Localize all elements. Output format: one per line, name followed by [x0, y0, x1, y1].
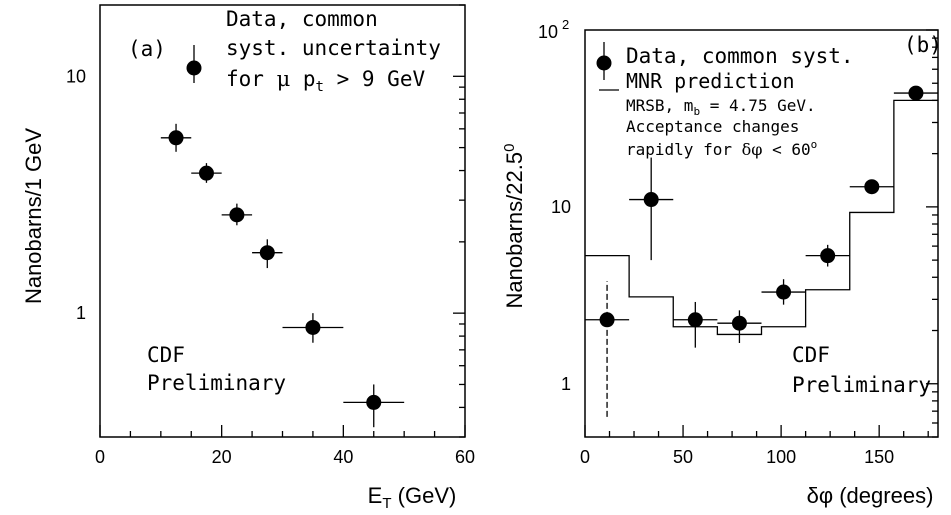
data-marker: [687, 312, 703, 328]
panel-b-ticks: 0 50 100 150 1 10: [551, 29, 938, 467]
data-point: [585, 281, 630, 417]
mnr-prediction-line: [585, 99, 938, 336]
panel-b-points: [585, 85, 938, 417]
x-tick-label: 0: [580, 447, 590, 467]
data-point: [717, 310, 762, 343]
data-marker: [643, 192, 659, 208]
panel-b-x-axis-title: δφ (degrees): [807, 483, 934, 508]
x-tick-label: 40: [333, 447, 353, 467]
panel-b-label: (b): [904, 33, 942, 57]
panel-a-x-axis-title: ET (GeV): [368, 483, 457, 512]
x-tick-label: 60: [455, 447, 475, 467]
data-marker: [229, 207, 245, 223]
legend-marker: [186, 60, 202, 76]
panel-b-y-axis-top-label: 10 2: [538, 17, 569, 42]
legend-text-line2: syst. uncertainty: [226, 36, 441, 60]
panel-b-annotation-line1: CDF: [792, 343, 830, 367]
data-marker: [168, 130, 184, 146]
data-marker: [305, 319, 321, 335]
panel-a-ticks: 0 20 40 60 1 10: [66, 4, 475, 467]
data-point: [160, 123, 192, 152]
legend-text-line3: for μ pt > 9 GeV: [226, 67, 425, 95]
panel-b-annotation-line2: Preliminary: [792, 373, 931, 397]
x-tick-label: 150: [864, 447, 894, 467]
data-point: [673, 301, 718, 348]
data-marker: [259, 245, 275, 261]
data-marker: [820, 248, 836, 264]
x-tick-label: 20: [212, 447, 232, 467]
legend-mnr-label: MNR prediction: [626, 69, 795, 93]
data-point: [629, 157, 674, 261]
panel-b-mnr-histogram: [585, 99, 938, 336]
data-point: [849, 179, 894, 195]
panel-a-legend: Data, common syst. uncertainty for μ pt …: [186, 7, 441, 95]
x-tick-label: 50: [673, 447, 693, 467]
y-tick-label: 10: [66, 66, 86, 86]
panel-a-y-axis-title: Nanobarns/1 GeV: [21, 128, 46, 304]
panel-a-points: [160, 123, 405, 428]
panel-a-label: (a): [128, 37, 166, 61]
legend-acceptance-line2: rapidly for δφ < 60o: [626, 138, 817, 159]
data-marker: [198, 165, 214, 181]
legend-marker: [596, 55, 612, 71]
data-point: [252, 239, 283, 269]
y-tick-label: 10: [551, 197, 571, 217]
x-tick-label: 100: [766, 447, 796, 467]
x-tick-label: 0: [95, 447, 105, 467]
legend-data-label: Data, common syst.: [626, 44, 854, 68]
panel-b-legend: Data, common syst. MNR prediction MRSB, …: [596, 42, 854, 159]
data-point: [191, 163, 222, 183]
panel-a-annotation-line1: CDF: [147, 343, 185, 367]
data-point: [282, 313, 344, 343]
data-point: [893, 85, 938, 101]
panel-a: 0 20 40 60 1 10 (a) Data, common syst. uncert…: [21, 4, 475, 512]
data-marker: [776, 284, 792, 300]
data-marker: [908, 85, 924, 101]
legend-text-line1: Data, common: [226, 7, 378, 31]
panel-b-frame: [584, 29, 939, 438]
legend-acceptance-line1: Acceptance changes: [626, 117, 799, 136]
legend-mrsb-label: MRSB, mb = 4.75 GeV.: [626, 96, 816, 118]
y-tick-label: 1: [561, 374, 571, 394]
panel-b: 0 50 100 150 1 10 (b) Data, common syst. MNR …: [501, 17, 942, 508]
data-point: [761, 279, 806, 305]
data-point: [221, 203, 253, 226]
panel-b-y-axis-title: Nanobarns/22.50: [501, 144, 527, 309]
data-marker: [599, 312, 615, 328]
y-tick-label: 1: [76, 303, 86, 323]
panel-a-annotation-line2: Preliminary: [147, 371, 286, 395]
data-point: [805, 244, 850, 267]
data-point: [343, 384, 405, 428]
data-marker: [864, 179, 880, 195]
data-marker: [731, 315, 747, 331]
data-marker: [366, 394, 382, 410]
